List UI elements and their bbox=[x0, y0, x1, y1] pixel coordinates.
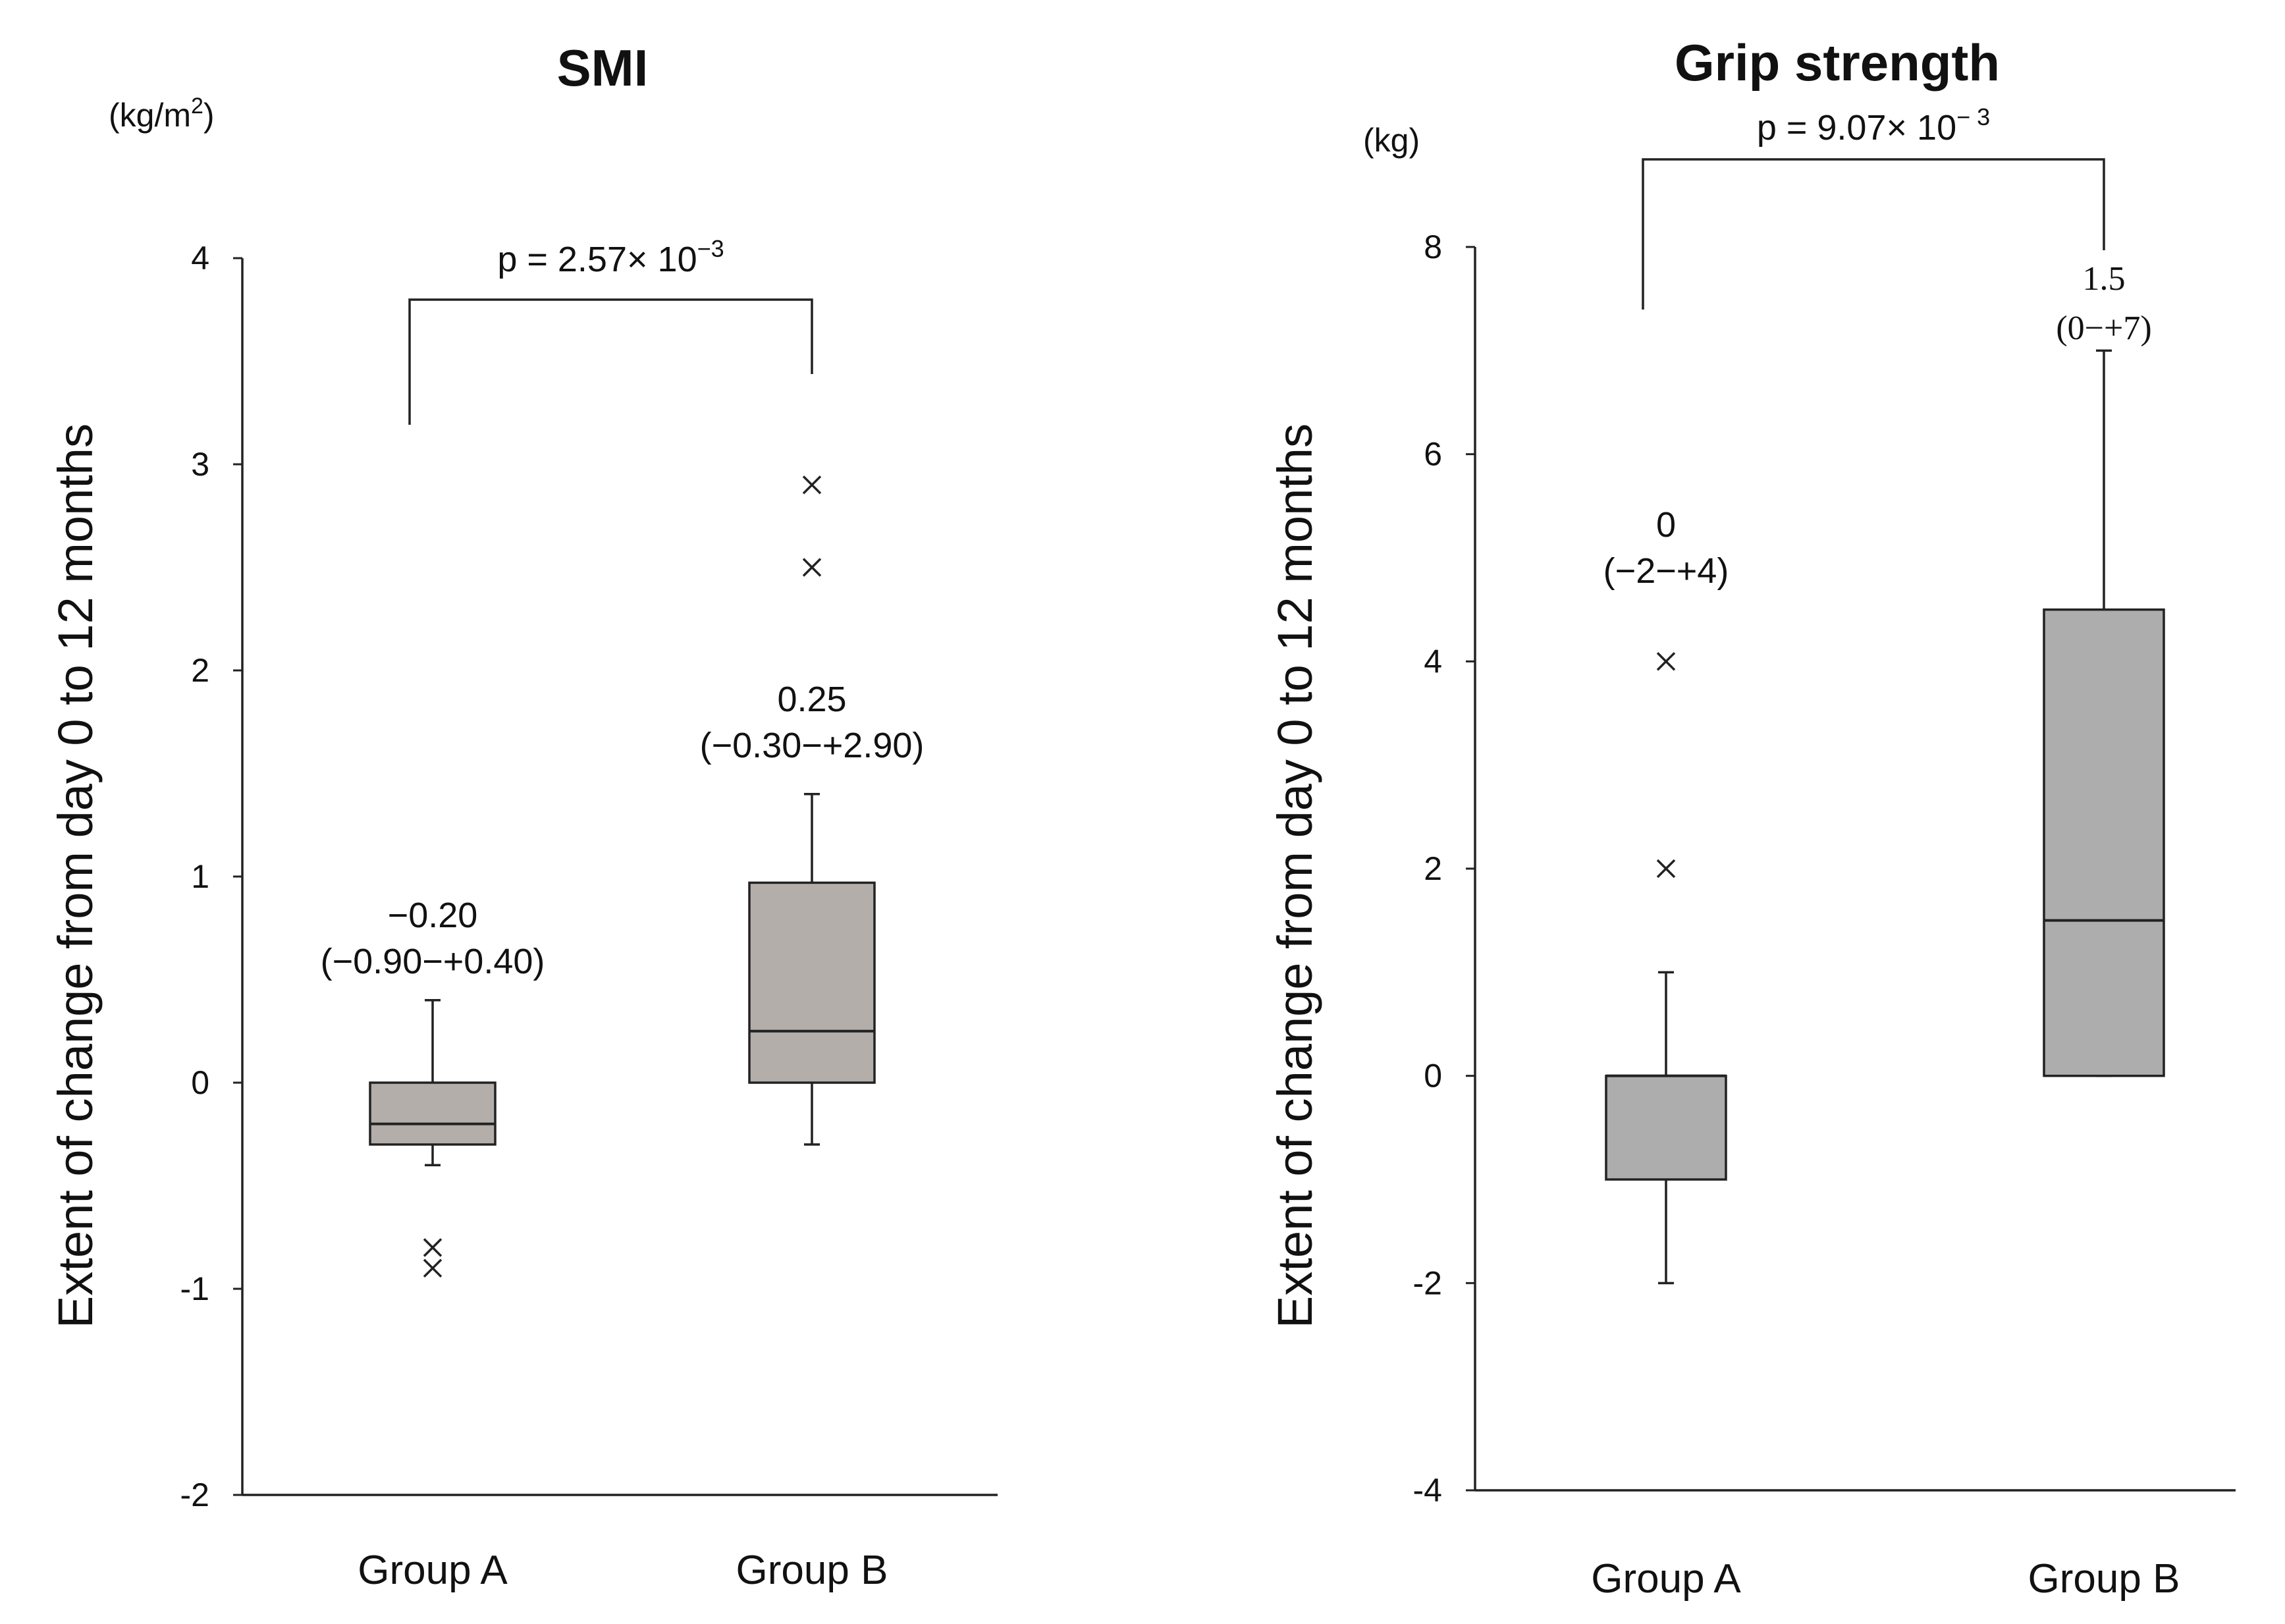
iqr-box bbox=[2043, 608, 2165, 1077]
y-tick-label: 0 bbox=[1424, 1058, 1442, 1095]
smi-panel: SMI (kg/m2) Extent of change from day 0 … bbox=[48, 39, 998, 1593]
x-category-label: Group B bbox=[736, 1548, 888, 1593]
range-annotation: (0−+7) bbox=[2056, 310, 2151, 347]
box-group-a: −0.20 (−0.90−+0.40) bbox=[321, 896, 545, 1278]
x-category-label: Group B bbox=[2028, 1556, 2180, 1602]
y-unit-superscript: 2 bbox=[191, 94, 203, 119]
median-annotation: −0.20 bbox=[388, 896, 478, 935]
p-value-prefix: p = 9.07 bbox=[1757, 108, 1887, 148]
p-value-prefix: p = 2.57 bbox=[497, 240, 627, 279]
range-annotation: (−0.30−+2.90) bbox=[700, 726, 925, 765]
y-tick-label: 4 bbox=[191, 240, 209, 277]
x-category-label: Group A bbox=[358, 1548, 508, 1593]
p-value-base: 10 bbox=[648, 240, 697, 279]
iqr-box bbox=[1605, 1074, 1727, 1181]
y-unit-label: (kg/m2) bbox=[109, 94, 215, 134]
y-tick-label: 2 bbox=[1424, 850, 1442, 887]
y-tick-label: -2 bbox=[180, 1476, 209, 1513]
median-annotation: 0.25 bbox=[777, 680, 846, 719]
y-axis-label: Extent of change from day 0 to 12 months bbox=[1268, 423, 1322, 1328]
p-value-label: p = 9.07× 10− 3 bbox=[1757, 103, 1990, 148]
outlier-marker bbox=[802, 475, 822, 495]
y-unit-close: ) bbox=[203, 97, 215, 134]
p-value-exponent: −3 bbox=[697, 235, 724, 262]
x-category-label: Group A bbox=[1591, 1556, 1741, 1602]
x-category-labels: Group A Group B bbox=[358, 1548, 888, 1593]
significance-bracket: p = 9.07× 10− 3 bbox=[1642, 103, 2105, 310]
bracket-line bbox=[1642, 158, 2105, 310]
p-value-times: × bbox=[627, 240, 648, 279]
box-group-b: 1.5 (0−+7) bbox=[2043, 260, 2165, 1077]
y-tick-label: 8 bbox=[1424, 229, 1442, 265]
y-tick-label: 4 bbox=[1424, 643, 1442, 680]
outlier-marker bbox=[802, 558, 822, 577]
median-annotation: 1.5 bbox=[2083, 260, 2126, 298]
outlier-marker bbox=[1656, 859, 1676, 879]
x-category-labels: Group A Group B bbox=[1591, 1556, 2180, 1602]
outlier-marker bbox=[423, 1238, 443, 1257]
grip-strength-panel: Grip strength (kg) Extent of change from… bbox=[1268, 34, 2236, 1602]
chart-title: Grip strength bbox=[1675, 34, 2000, 92]
p-value-base: 10 bbox=[1907, 108, 1956, 148]
range-annotation: (−0.90−+0.40) bbox=[321, 942, 545, 981]
box-group-a: 0 (−2−+4) bbox=[1603, 505, 1729, 1285]
y-unit-label: (kg) bbox=[1363, 122, 1420, 159]
range-annotation: (−2−+4) bbox=[1603, 551, 1729, 591]
y-unit-base: (kg/m bbox=[109, 97, 191, 134]
y-tick-labels: -4 -2 0 2 4 6 8 bbox=[1413, 229, 1442, 1509]
bracket-line bbox=[408, 298, 813, 425]
y-tick-lines bbox=[233, 257, 242, 1496]
iqr-box bbox=[748, 881, 876, 1084]
p-value-times: × bbox=[1887, 108, 1908, 148]
y-tick-label: -2 bbox=[1413, 1264, 1442, 1301]
p-value-exponent: − 3 bbox=[1956, 103, 1990, 130]
y-tick-label: 0 bbox=[191, 1064, 209, 1101]
outlier-marker bbox=[423, 1259, 443, 1278]
chart-title: SMI bbox=[557, 39, 649, 97]
p-value-label: p = 2.57× 10−3 bbox=[497, 235, 724, 279]
iqr-box bbox=[369, 1081, 497, 1146]
y-axis-label: Extent of change from day 0 to 12 months bbox=[48, 423, 103, 1328]
median-annotation: 0 bbox=[1656, 505, 1676, 545]
y-tick-lines bbox=[1466, 246, 1475, 1492]
y-tick-label: 6 bbox=[1424, 436, 1442, 473]
y-tick-label: -4 bbox=[1413, 1472, 1442, 1509]
y-tick-labels: -2 -1 0 1 2 3 4 bbox=[180, 240, 209, 1513]
y-tick-label: -1 bbox=[180, 1270, 209, 1307]
significance-bracket: p = 2.57× 10−3 bbox=[408, 235, 813, 425]
y-tick-label: 2 bbox=[191, 652, 209, 689]
y-tick-label: 3 bbox=[191, 446, 209, 483]
box-group-b: 0.25 (−0.30−+2.90) bbox=[700, 475, 925, 1146]
y-tick-label: 1 bbox=[191, 858, 209, 895]
outlier-marker bbox=[1656, 652, 1676, 671]
